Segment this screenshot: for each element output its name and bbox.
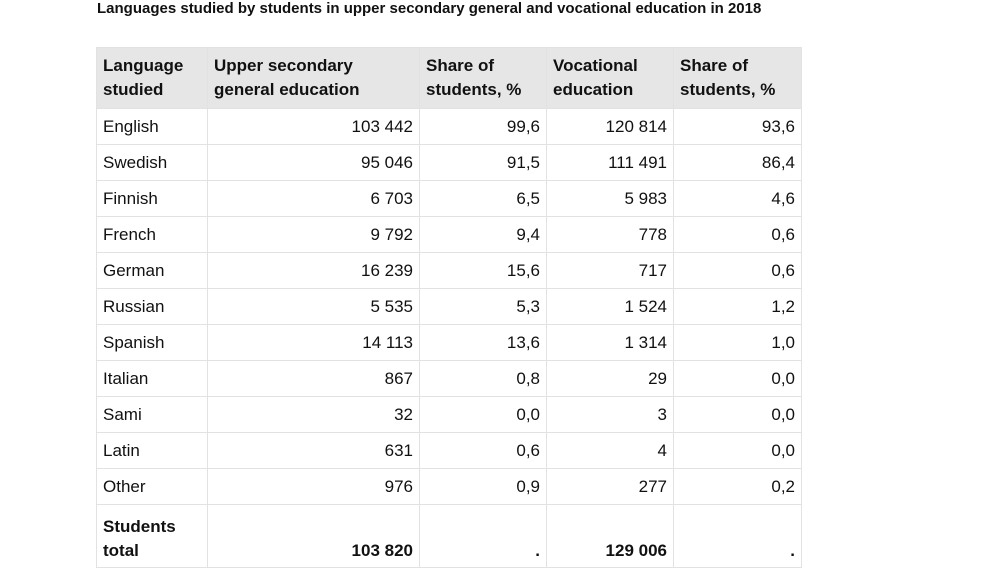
cell-language: Students total: [96, 504, 208, 568]
cell-general: 14 113: [207, 324, 420, 361]
cell-general: 867: [207, 360, 420, 397]
table-row: Latin 631 0,6 4 0,0: [96, 432, 802, 469]
cell-vocational: 1 524: [546, 288, 674, 325]
header-general-share: Share of students, %: [419, 47, 547, 109]
total-row: Students total 103 820. 129 006.: [96, 504, 802, 568]
cell-language: Swedish: [96, 144, 208, 181]
cell-general: 95 046: [207, 144, 420, 181]
cell-vocational: 129 006: [546, 504, 674, 568]
cell-vocational: 120 814: [546, 108, 674, 145]
cell-vocational-share: 0,2: [673, 468, 802, 505]
cell-general-share: 0,0: [419, 396, 547, 433]
cell-vocational-share: 0,0: [673, 432, 802, 469]
cell-general: 9 792: [207, 216, 420, 253]
header-vocational: Vocational education: [546, 47, 674, 109]
cell-vocational-share: 0,0: [673, 396, 802, 433]
cell-vocational-share: 0,6: [673, 216, 802, 253]
cell-vocational-share: 0,0: [673, 360, 802, 397]
cell-general-share: 91,5: [419, 144, 547, 181]
cell-vocational-share: 1,2: [673, 288, 802, 325]
cell-vocational-share: 4,6: [673, 180, 802, 217]
cell-general-share: 99,6: [419, 108, 547, 145]
cell-general: 16 239: [207, 252, 420, 289]
cell-language: German: [96, 252, 208, 289]
cell-language: Latin: [96, 432, 208, 469]
cell-vocational-share: 93,6: [673, 108, 802, 145]
header-language: Language studied: [96, 47, 208, 109]
cell-language: French: [96, 216, 208, 253]
table-row: Russian 5 535 5,3 1 524 1,2: [96, 288, 802, 325]
cell-vocational: 5 983: [546, 180, 674, 217]
cell-vocational: 4: [546, 432, 674, 469]
cell-general-share: 13,6: [419, 324, 547, 361]
cell-language: Sami: [96, 396, 208, 433]
cell-vocational: 29: [546, 360, 674, 397]
cell-language: Other: [96, 468, 208, 505]
cell-vocational: 3: [546, 396, 674, 433]
table-row: Other 976 0,9 277 0,2: [96, 468, 802, 505]
languages-table: Language studied Upper secondary general…: [96, 47, 802, 568]
header-row: Language studied Upper secondary general…: [96, 47, 802, 109]
cell-general: 103 442: [207, 108, 420, 145]
cell-language: Finnish: [96, 180, 208, 217]
header-vocational-share: Share of students, %: [673, 47, 802, 109]
table-row: Swedish 95 046 91,5 111 491 86,4: [96, 144, 802, 181]
cell-vocational: 277: [546, 468, 674, 505]
cell-language: Spanish: [96, 324, 208, 361]
cell-language: Russian: [96, 288, 208, 325]
cell-vocational-share: .: [673, 504, 802, 568]
cell-general: 976: [207, 468, 420, 505]
cell-general-share: .: [419, 504, 547, 568]
cell-general-share: 9,4: [419, 216, 547, 253]
cell-vocational: 778: [546, 216, 674, 253]
cell-vocational-share: 86,4: [673, 144, 802, 181]
table-row: German 16 239 15,6 717 0,6: [96, 252, 802, 289]
cell-vocational: 111 491: [546, 144, 674, 181]
table-row: English 103 442 99,6 120 814 93,6: [96, 108, 802, 145]
table-row: Sami 32 0,0 3 0,0: [96, 396, 802, 433]
table-row: Spanish 14 113 13,6 1 314 1,0: [96, 324, 802, 361]
cell-general-share: 15,6: [419, 252, 547, 289]
table-row: Italian 867 0,8 29 0,0: [96, 360, 802, 397]
table-row: French 9 792 9,4 778 0,6: [96, 216, 802, 253]
cell-general: 6 703: [207, 180, 420, 217]
header-general: Upper secondary general education: [207, 47, 420, 109]
cell-vocational: 1 314: [546, 324, 674, 361]
table-row: Finnish 6 703 6,5 5 983 4,6: [96, 180, 802, 217]
cell-vocational: 717: [546, 252, 674, 289]
cell-language: English: [96, 108, 208, 145]
cell-general-share: 5,3: [419, 288, 547, 325]
cell-general-share: 0,9: [419, 468, 547, 505]
cell-general-share: 0,6: [419, 432, 547, 469]
cell-general: 32: [207, 396, 420, 433]
cell-vocational-share: 0,6: [673, 252, 802, 289]
cell-general: 103 820: [207, 504, 420, 568]
cell-language: Italian: [96, 360, 208, 397]
cell-general-share: 0,8: [419, 360, 547, 397]
cell-general: 631: [207, 432, 420, 469]
cell-general: 5 535: [207, 288, 420, 325]
cell-vocational-share: 1,0: [673, 324, 802, 361]
cell-general-share: 6,5: [419, 180, 547, 217]
table-title: Languages studied by students in upper s…: [97, 0, 762, 17]
